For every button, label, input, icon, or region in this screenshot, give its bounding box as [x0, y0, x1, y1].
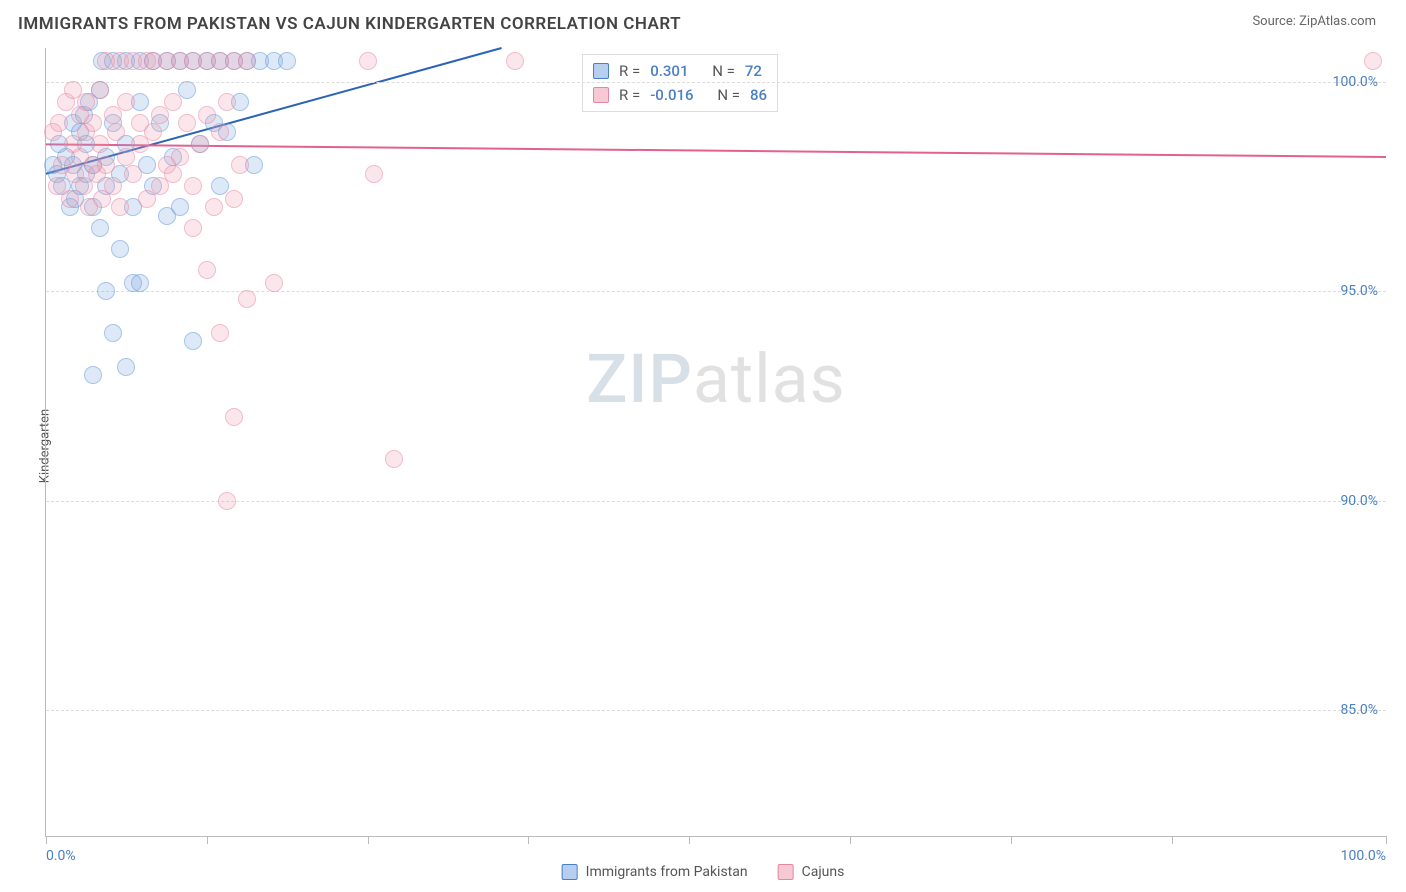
x-tick — [689, 836, 690, 844]
data-point — [198, 106, 216, 124]
r-value-blue: 0.301 — [650, 59, 688, 83]
data-point — [184, 177, 202, 195]
data-point — [278, 52, 296, 70]
data-point — [205, 198, 223, 216]
swatch-pink — [778, 864, 794, 880]
data-point — [107, 123, 125, 141]
source-credit: Source: ZipAtlas.com — [1252, 14, 1376, 29]
x-tick — [368, 836, 369, 844]
y-tick-label: 95.0% — [1340, 283, 1378, 299]
data-point — [231, 156, 249, 174]
data-point — [84, 114, 102, 132]
data-point — [211, 123, 229, 141]
chart-plot-area: ZIPatlas R = 0.301 N = 72 R = -0.016 N =… — [45, 48, 1386, 837]
x-tick — [1172, 836, 1173, 844]
x-tick — [1386, 836, 1387, 844]
x-tick — [528, 836, 529, 844]
gridline — [46, 82, 1386, 83]
data-point — [131, 274, 149, 292]
data-point — [178, 114, 196, 132]
data-point — [506, 52, 524, 70]
data-point — [164, 165, 182, 183]
swatch-blue — [562, 864, 578, 880]
legend-row-blue: R = 0.301 N = 72 — [593, 59, 767, 83]
trend-line — [46, 144, 1386, 157]
x-tick — [850, 836, 851, 844]
data-point — [111, 240, 129, 258]
data-point — [198, 261, 216, 279]
data-point — [238, 290, 256, 308]
series-legend: Immigrants from Pakistan Cajuns — [562, 864, 845, 880]
data-point — [191, 135, 209, 153]
swatch-blue — [593, 63, 609, 79]
legend-item-blue: Immigrants from Pakistan — [562, 864, 748, 880]
y-tick-label: 90.0% — [1340, 493, 1378, 509]
n-value-blue: 72 — [745, 59, 762, 83]
r-value-pink: -0.016 — [650, 83, 693, 107]
data-point — [164, 93, 182, 111]
watermark: ZIPatlas — [586, 339, 846, 419]
data-point — [365, 165, 383, 183]
data-point — [184, 219, 202, 237]
data-point — [265, 274, 283, 292]
data-point — [218, 492, 236, 510]
data-point — [238, 52, 256, 70]
swatch-pink — [593, 87, 609, 103]
x-tick — [46, 836, 47, 844]
data-point — [211, 324, 229, 342]
data-point — [50, 114, 68, 132]
data-point — [171, 198, 189, 216]
data-point — [1364, 52, 1382, 70]
data-point — [97, 282, 115, 300]
n-value-pink: 86 — [750, 83, 767, 107]
data-point — [117, 93, 135, 111]
data-point — [385, 450, 403, 468]
x-tick-label-min: 0.0% — [46, 848, 76, 864]
y-tick-label: 85.0% — [1340, 702, 1378, 718]
data-point — [84, 366, 102, 384]
data-point — [97, 156, 115, 174]
data-point — [91, 219, 109, 237]
data-point — [218, 93, 236, 111]
x-tick — [207, 836, 208, 844]
data-point — [171, 148, 189, 166]
legend-item-pink: Cajuns — [778, 864, 845, 880]
data-point — [91, 135, 109, 153]
gridline — [46, 501, 1386, 502]
data-point — [104, 177, 122, 195]
data-point — [144, 123, 162, 141]
chart-title: IMMIGRANTS FROM PAKISTAN VS CAJUN KINDER… — [18, 14, 681, 34]
data-point — [225, 408, 243, 426]
data-point — [117, 358, 135, 376]
data-point — [111, 198, 129, 216]
x-tick — [1011, 836, 1012, 844]
data-point — [91, 81, 109, 99]
data-point — [359, 52, 377, 70]
correlation-legend: R = 0.301 N = 72 R = -0.016 N = 86 — [582, 54, 778, 112]
legend-row-pink: R = -0.016 N = 86 — [593, 83, 767, 107]
y-tick-label: 100.0% — [1333, 74, 1378, 90]
data-point — [225, 190, 243, 208]
data-point — [104, 324, 122, 342]
gridline — [46, 710, 1386, 711]
data-point — [184, 332, 202, 350]
data-point — [124, 165, 142, 183]
x-tick-label-max: 100.0% — [1341, 848, 1386, 864]
